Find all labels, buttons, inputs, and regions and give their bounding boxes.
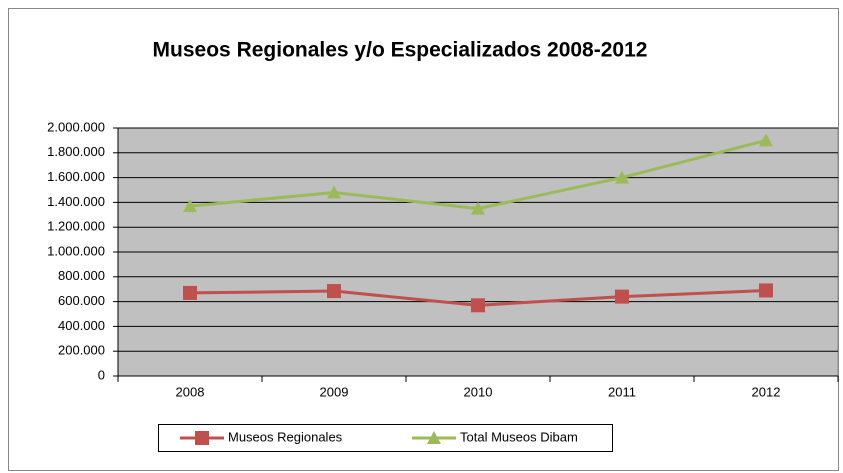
marker bbox=[759, 283, 773, 298]
legend-marker bbox=[195, 431, 209, 445]
x-tick-label: 2010 bbox=[464, 384, 493, 399]
x-tick-label: 2008 bbox=[176, 384, 205, 399]
x-tick-label: 2012 bbox=[752, 384, 781, 399]
marker bbox=[615, 289, 629, 304]
y-tick-label: 1.000.000 bbox=[47, 243, 105, 258]
marker bbox=[471, 201, 485, 215]
marker bbox=[327, 185, 341, 199]
legend-label: Museos Regionales bbox=[228, 429, 343, 444]
legend-marker bbox=[427, 431, 441, 444]
y-tick-label: 200.000 bbox=[58, 343, 105, 358]
marker bbox=[759, 133, 773, 147]
y-tick-label: 800.000 bbox=[58, 268, 105, 283]
y-tick-label: 600.000 bbox=[58, 293, 105, 308]
marker bbox=[327, 284, 341, 299]
x-tick-label: 2011 bbox=[608, 384, 636, 399]
marker bbox=[471, 298, 485, 313]
y-tick-label: 1.400.000 bbox=[47, 194, 105, 209]
legend bbox=[158, 424, 613, 452]
y-tick-label: 400.000 bbox=[58, 318, 105, 333]
y-tick-label: 0 bbox=[98, 367, 105, 382]
y-tick-label: 1.800.000 bbox=[47, 144, 105, 159]
chart-title: Museos Regionales y/o Especializados 200… bbox=[153, 39, 648, 62]
marker bbox=[183, 285, 197, 300]
y-tick-label: 1.200.000 bbox=[47, 219, 105, 234]
y-tick-label: 1.600.000 bbox=[47, 169, 105, 184]
marker bbox=[615, 170, 629, 184]
marker bbox=[183, 199, 197, 213]
legend-label: Total Museos Dibam bbox=[460, 429, 578, 444]
y-tick-label: 2.000.000 bbox=[47, 119, 105, 134]
x-tick-label: 2009 bbox=[320, 384, 349, 399]
